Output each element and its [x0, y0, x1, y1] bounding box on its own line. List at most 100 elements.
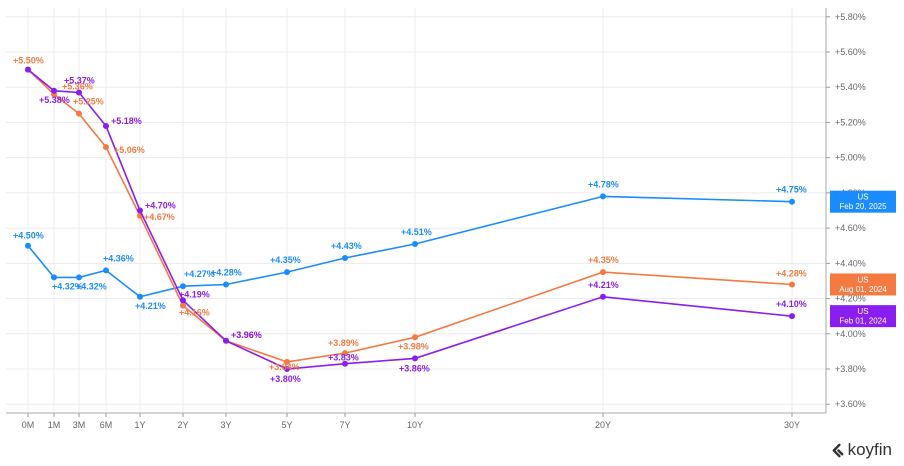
data-label: +4.50%	[13, 231, 44, 241]
data-label: +5.36%	[62, 81, 93, 91]
x-tick-label: 3M	[73, 420, 86, 430]
data-point	[284, 365, 290, 372]
x-tick-label: 20Y	[595, 420, 611, 430]
data-label: +3.96%	[231, 330, 262, 340]
data-label: +4.28%	[211, 267, 242, 277]
x-tick-label: 1Y	[134, 420, 145, 430]
y-tick-label: +3.60%	[835, 399, 866, 409]
data-point	[789, 198, 795, 205]
series-line	[27, 195, 793, 298]
data-label: +3.89%	[328, 338, 359, 348]
data-label: +5.25%	[73, 97, 104, 107]
data-label: +3.80%	[270, 374, 301, 384]
data-label: +4.21%	[588, 280, 619, 290]
data-labels: +4.50%+4.32%+4.32%+4.36%+4.21%+4.27%+4.2…	[13, 56, 807, 384]
data-point	[600, 193, 606, 200]
x-tick-label: 1M	[48, 420, 61, 430]
grid-lines	[6, 8, 826, 413]
x-tick-label: 5Y	[281, 420, 292, 430]
data-point	[600, 269, 606, 276]
y-tick-label: +5.80%	[835, 12, 866, 22]
series-line	[27, 69, 793, 363]
data-point	[103, 122, 109, 129]
data-label: +5.37%	[64, 76, 95, 86]
series-badge-line1: US	[857, 193, 868, 202]
y-tick-label: +5.00%	[835, 153, 866, 163]
data-point	[412, 240, 418, 247]
data-point	[284, 358, 290, 365]
data-label: +3.83%	[328, 353, 359, 363]
koyfin-wordmark: koyfin	[847, 440, 892, 459]
data-point	[51, 274, 57, 281]
data-label: +4.35%	[270, 255, 301, 265]
x-tick-label: 2Y	[177, 420, 188, 430]
data-point	[76, 110, 82, 117]
data-label: +4.21%	[135, 301, 166, 311]
series-badge	[830, 273, 896, 296]
data-label: +3.86%	[399, 363, 430, 373]
data-label: +4.67%	[144, 212, 175, 222]
data-label: +5.50%	[13, 56, 44, 66]
y-tick-label: +3.80%	[835, 364, 866, 374]
data-point	[76, 89, 82, 96]
y-tick-label: +5.40%	[835, 82, 866, 92]
data-point	[25, 66, 31, 73]
x-tick-label: 7Y	[339, 420, 350, 430]
series-badge-line2: Feb 20, 2025	[839, 202, 887, 211]
data-point	[76, 274, 82, 281]
series-badge-line1: US	[857, 307, 868, 316]
axes: +3.60%+3.80%+4.00%+4.20%+4.40%+4.60%+4.8…	[6, 8, 866, 430]
y-tick-label: +4.40%	[835, 258, 866, 268]
data-label: +4.27%	[184, 269, 215, 279]
data-point	[103, 267, 109, 274]
data-label: +4.70%	[145, 201, 176, 211]
data-label: +4.51%	[401, 227, 432, 237]
data-point	[223, 281, 229, 288]
data-point	[342, 350, 348, 357]
data-point	[103, 144, 109, 151]
data-point	[51, 87, 57, 94]
data-label: +3.98%	[398, 341, 429, 351]
y-tick-label: +4.60%	[835, 223, 866, 233]
data-point	[342, 255, 348, 262]
x-tick-label: 3Y	[220, 420, 231, 430]
series-badge	[830, 190, 896, 213]
koyfin-chevron-icon	[832, 443, 843, 457]
data-label: +4.28%	[776, 268, 807, 278]
data-point	[180, 283, 186, 290]
x-tick-label: 10Y	[407, 420, 423, 430]
y-tick-label: +5.20%	[835, 117, 866, 127]
data-point	[137, 293, 143, 300]
data-point	[412, 334, 418, 341]
data-label: +4.16%	[179, 308, 210, 318]
data-point	[137, 207, 143, 214]
data-label: +4.32%	[52, 281, 83, 291]
series-line	[27, 68, 793, 370]
data-point	[180, 302, 186, 309]
y-tick-label: +4.00%	[835, 329, 866, 339]
data-point	[223, 337, 229, 344]
x-tick-label: 6M	[100, 420, 113, 430]
y-tick-label: +4.20%	[835, 294, 866, 304]
data-point	[789, 281, 795, 288]
data-point	[284, 269, 290, 276]
data-label: +4.10%	[776, 299, 807, 309]
series-badge-line1: US	[857, 275, 868, 284]
data-label: +4.36%	[103, 253, 134, 263]
data-point	[600, 293, 606, 300]
data-label: +5.38%	[39, 95, 70, 105]
koyfin-logo: koyfin	[830, 440, 892, 460]
data-point	[25, 242, 31, 249]
data-label: +5.06%	[114, 145, 145, 155]
data-label: +4.35%	[588, 255, 619, 265]
data-label: +3.84%	[269, 362, 300, 372]
data-label: +4.75%	[776, 185, 807, 195]
data-label: +4.78%	[588, 179, 619, 189]
data-point	[180, 297, 186, 304]
x-tick-label: 30Y	[784, 420, 800, 430]
data-point	[412, 355, 418, 362]
series-badge-line2: Feb 01, 2024	[839, 317, 887, 326]
x-tick-label: 0M	[22, 420, 35, 430]
